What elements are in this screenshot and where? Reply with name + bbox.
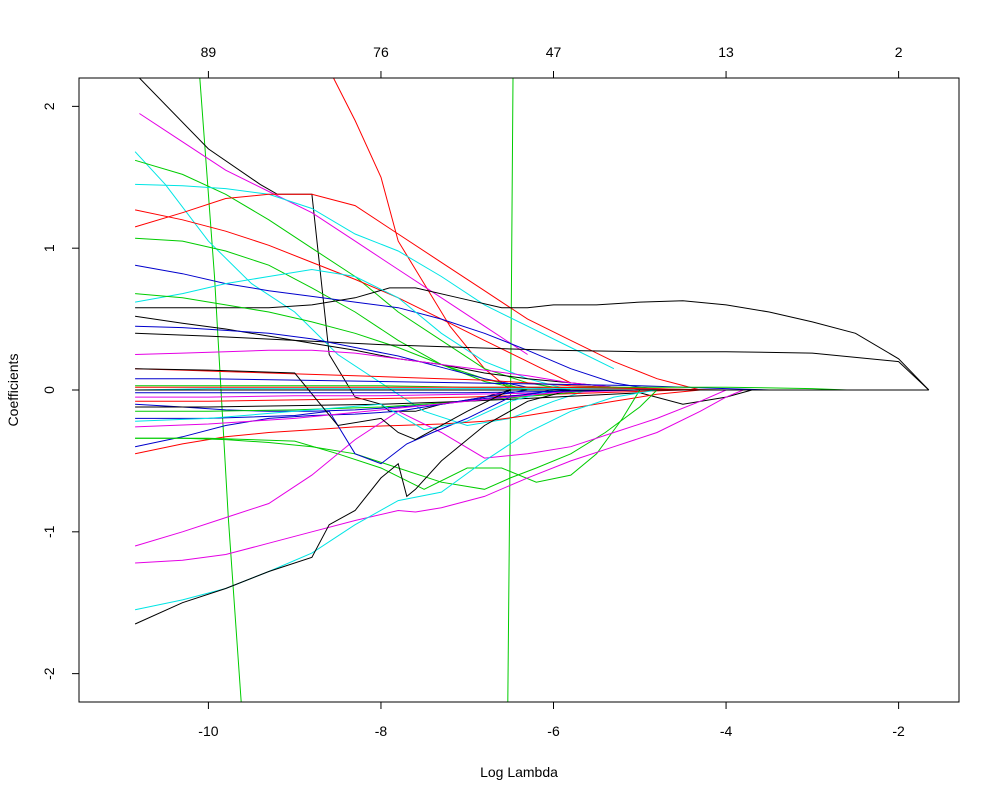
top-tick-label-2: 76 bbox=[373, 44, 389, 60]
coefficient-path-39 bbox=[135, 389, 597, 428]
coefficient-path-25 bbox=[135, 389, 683, 402]
coefficient-path-10 bbox=[134, 193, 701, 391]
top-tick-label-3: 47 bbox=[546, 44, 562, 60]
coefficient-path-41 bbox=[135, 386, 727, 391]
coefficient-path-17 bbox=[135, 332, 930, 391]
top-tick-label-4: 13 bbox=[718, 44, 734, 60]
y-tick-label-4: 1 bbox=[41, 244, 57, 252]
coefficient-path-29 bbox=[134, 389, 701, 455]
coefficient-path-40 bbox=[135, 368, 511, 441]
coefficient-path-36 bbox=[134, 389, 571, 625]
coefficient-path-3 bbox=[333, 78, 511, 391]
coefficient-path-34 bbox=[135, 389, 744, 564]
y-tick-label-5: 2 bbox=[41, 102, 57, 110]
coefficient-path-5 bbox=[139, 113, 528, 355]
x-tick-label-2: -8 bbox=[375, 723, 388, 739]
y-tick-label-1: -2 bbox=[41, 667, 57, 680]
x-tick-label-5: -2 bbox=[892, 723, 905, 739]
top-tick-label-5: 2 bbox=[895, 44, 903, 60]
coefficient-path-42 bbox=[135, 389, 640, 394]
x-axis-label: Log Lambda bbox=[480, 764, 558, 780]
coefficient-path-26 bbox=[135, 389, 571, 412]
coefficient-path-8 bbox=[135, 183, 615, 370]
coefficient-path-19 bbox=[135, 349, 658, 391]
coefficient-path-28 bbox=[135, 389, 753, 408]
coefficient-path-15 bbox=[135, 293, 528, 391]
x-tick-label-3: -6 bbox=[547, 723, 560, 739]
top-tick-label-1: 89 bbox=[201, 44, 217, 60]
x-tick-label-1: -10 bbox=[198, 723, 218, 739]
coefficient-path-37 bbox=[135, 389, 554, 465]
coefficient-path-33 bbox=[134, 389, 727, 547]
coefficient-path-32 bbox=[135, 389, 641, 490]
x-tick-label-4: -4 bbox=[720, 723, 733, 739]
coefficient-path-9 bbox=[134, 209, 572, 384]
series-layer bbox=[134, 78, 930, 702]
y-tick-label-3: 0 bbox=[41, 386, 57, 394]
coefficient-path-13 bbox=[135, 287, 930, 391]
coefficient-path-38 bbox=[135, 389, 554, 431]
y-axis-label: Coefficients bbox=[5, 354, 21, 427]
coefficient-path-14 bbox=[135, 268, 571, 391]
y-tick-label-2: -1 bbox=[41, 525, 57, 538]
coefficient-path-6 bbox=[134, 151, 589, 427]
